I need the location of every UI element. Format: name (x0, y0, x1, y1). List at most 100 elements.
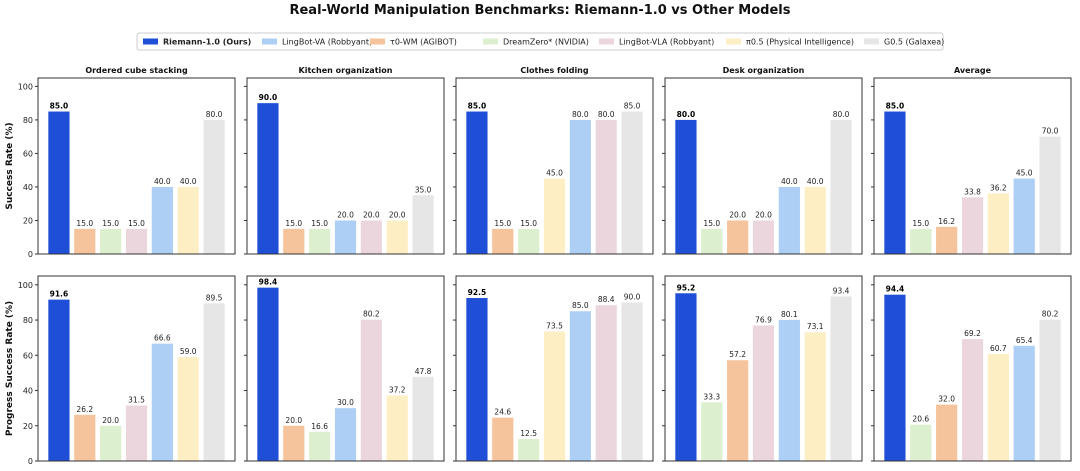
bar (727, 220, 749, 254)
bar-value-label: 85.0 (886, 102, 905, 111)
bar-value-label: 80.0 (598, 110, 615, 119)
panel-frame (37, 275, 236, 462)
panel-frame (664, 275, 863, 462)
bar (830, 296, 852, 461)
bar (151, 343, 173, 461)
y-tick-label: 100 (18, 82, 33, 91)
bar (727, 360, 749, 461)
bar (701, 228, 723, 254)
bar (386, 220, 408, 254)
bar-value-label: 20.0 (363, 210, 380, 219)
y-tick-label: 40 (23, 387, 33, 396)
legend-swatch (726, 38, 741, 45)
bar (203, 119, 225, 255)
bar-value-label: 95.2 (677, 283, 696, 292)
y-tick-label: 0 (28, 457, 33, 466)
bar-value-label: 90.0 (259, 93, 278, 102)
legend-label: Riemann-1.0 (Ours) (163, 38, 251, 47)
bar-value-label: 88.4 (598, 295, 615, 304)
chart-panels: Ordered cube stacking 85.0 15.0 15.0 15.0 40.… (5, 66, 1072, 466)
bar-value-label: 80.0 (206, 110, 223, 119)
bar (283, 425, 305, 461)
bar-value-label: 37.2 (389, 385, 406, 394)
bar-value-label: 90.0 (624, 292, 641, 301)
bar-value-label: 20.0 (102, 416, 119, 425)
bar-value-label: 15.0 (311, 219, 328, 228)
y-tick-label: 80 (23, 316, 33, 325)
bar-value-label: 20.0 (285, 416, 302, 425)
bar-value-label: 59.0 (180, 347, 197, 356)
panel-frame (873, 77, 1072, 255)
bar-value-label: 98.4 (259, 278, 278, 287)
bar-value-label: 85.0 (624, 102, 641, 111)
chart-panel: 94.4 20.6 32.0 69.2 60.7 65.4 80.2 (871, 275, 1072, 462)
bar-value-label: 85.0 (50, 102, 69, 111)
panel-frame (37, 77, 236, 255)
bar (177, 357, 199, 461)
panel-title: Kitchen organization (299, 66, 393, 75)
bar-value-label: 73.1 (807, 322, 824, 331)
panel-title: Ordered cube stacking (85, 66, 188, 75)
y-tick-label: 0 (28, 250, 33, 259)
bar (910, 228, 932, 254)
legend-label: π0.5 (Physical Intelligence) (746, 38, 854, 47)
y-tick-label: 60 (23, 149, 33, 158)
bar-value-label: 20.0 (729, 210, 746, 219)
bar-value-label: 20.0 (337, 210, 354, 219)
bar-value-label: 35.0 (415, 185, 432, 194)
y-tick-label: 20 (23, 422, 33, 431)
bar-value-label: 57.2 (729, 350, 746, 359)
figure-title: Real-World Manipulation Benchmarks: Riem… (289, 3, 790, 18)
bar-value-label: 85.0 (572, 301, 589, 310)
bar (48, 111, 70, 255)
bar (518, 438, 540, 461)
bar (1039, 319, 1061, 461)
bar (1013, 345, 1035, 461)
bar-value-label: 76.9 (755, 316, 772, 325)
bar-value-label: 33.3 (703, 392, 720, 401)
panel-frame (455, 275, 654, 462)
bar (283, 228, 305, 254)
bar (360, 220, 382, 254)
chart-panel: Ordered cube stacking 85.0 15.0 15.0 15.0 40.… (5, 66, 236, 259)
bar (752, 220, 775, 254)
bar (936, 226, 958, 254)
bar-value-label: 36.2 (990, 183, 1007, 192)
bar-value-label: 45.0 (546, 169, 563, 178)
y-tick-label: 80 (23, 116, 33, 125)
legend-label: τ0-WM (AGIBOT) (390, 38, 457, 47)
bar (804, 332, 826, 461)
bar-value-label: 24.6 (494, 408, 511, 417)
bar (74, 414, 96, 461)
bar-value-label: 92.5 (468, 288, 487, 297)
bar (257, 287, 279, 461)
bar (466, 111, 488, 255)
bar-value-label: 80.0 (833, 110, 850, 119)
y-tick-label: 20 (23, 216, 33, 225)
bar-value-label: 15.0 (703, 219, 720, 228)
bar (778, 319, 800, 461)
bar (804, 186, 826, 254)
bar-value-label: 94.4 (886, 285, 905, 294)
bar (778, 186, 800, 254)
bar-value-label: 65.4 (1016, 336, 1033, 345)
bar (1013, 178, 1035, 254)
bar-value-label: 15.0 (76, 219, 93, 228)
panel-frame (873, 275, 1072, 462)
bar-value-label: 40.0 (807, 177, 824, 186)
bar (309, 228, 331, 254)
chart-panel: Average 85.0 15.0 16.2 33.8 36.2 45.0 70.0 (871, 66, 1072, 255)
legend-label: DreamZero* (NVIDIA) (503, 38, 589, 47)
bar (961, 339, 984, 461)
bar (884, 294, 906, 461)
bar (961, 197, 984, 254)
legend-swatch (143, 38, 158, 45)
bar (595, 119, 617, 255)
bar (830, 119, 852, 255)
bar (74, 228, 96, 254)
legend-swatch (483, 38, 498, 45)
bar-value-label: 80.0 (677, 110, 696, 119)
bar-value-label: 70.0 (1042, 127, 1059, 136)
bar-value-label: 47.8 (415, 367, 432, 376)
y-tick-label: 100 (18, 281, 33, 290)
